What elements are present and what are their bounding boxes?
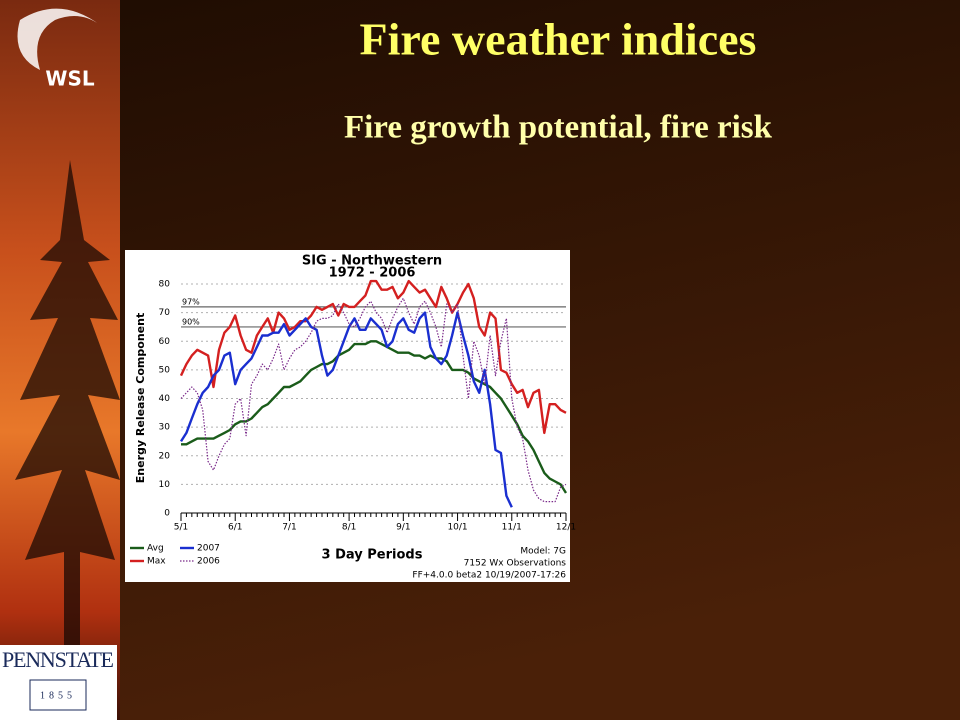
x-tick-label: 8/1: [342, 523, 356, 533]
series-line: [179, 311, 513, 508]
slide-subtitle: Fire growth potential, fire risk: [344, 110, 773, 146]
plot: 0 10 20 30 40 50 60 70 80 5/1 6/1 7/1 8/1 9/1 10/1 11/1…: [130, 280, 576, 581]
y-tick-label: 50: [159, 365, 171, 375]
reference-label: 97%: [182, 297, 200, 306]
x-tick-label: 9/1: [396, 523, 410, 533]
slide-title: Fire weather indices: [360, 14, 757, 65]
y-tick-label: 10: [159, 480, 171, 490]
legend-label: 2006: [197, 557, 220, 567]
wsl-swirl: [17, 8, 100, 70]
pennstate-logo: PENNSTATE 1855: [0, 645, 117, 720]
y-axis-label: Energy Release Component: [134, 313, 147, 483]
x-axis-label: 3 Day Periods: [322, 548, 423, 563]
legend-label: Max: [147, 557, 166, 567]
chart-note: FF+4.0.0 beta2 10/19/2007-17:26: [412, 571, 566, 581]
wsl-text: WSL: [45, 67, 94, 91]
y-tick-label: 20: [159, 451, 171, 461]
shield: [29, 679, 87, 711]
chart-subtitle: 1972 - 2006: [329, 266, 416, 281]
legend-label: 2007: [197, 544, 220, 554]
x-tick-label: 12/1: [556, 523, 576, 533]
wsl-logo: WSL: [17, 8, 100, 91]
year-text: 1855: [40, 690, 76, 701]
series-line: [180, 297, 567, 503]
reference-label: 90%: [182, 317, 200, 326]
legend-label: Avg: [147, 544, 164, 554]
x-tick-label: 6/1: [228, 523, 242, 533]
y-tick-label: 70: [159, 308, 171, 318]
y-tick-label: 30: [159, 423, 171, 433]
series-line: [181, 340, 568, 494]
tree-silhouette: [15, 160, 120, 720]
chart-note: 7152 Wx Observations: [464, 559, 567, 569]
logo-box: [0, 645, 117, 720]
x-tick-label: 5/1: [174, 523, 188, 533]
y-tick-label: 60: [159, 337, 171, 347]
x-tick-label: 10/1: [447, 523, 467, 533]
chart-note: Model: 7G: [520, 547, 566, 557]
chart-title: SIG - Northwestern: [302, 254, 442, 269]
x-tick-label: 7/1: [282, 523, 296, 533]
pennstate-text: PENNSTATE: [2, 647, 114, 672]
y-tick-label: 0: [164, 509, 170, 519]
y-tick-label: 40: [159, 394, 171, 404]
x-tick-label: 11/1: [502, 523, 522, 533]
series-line: [179, 279, 567, 435]
y-tick-label: 80: [159, 280, 171, 290]
